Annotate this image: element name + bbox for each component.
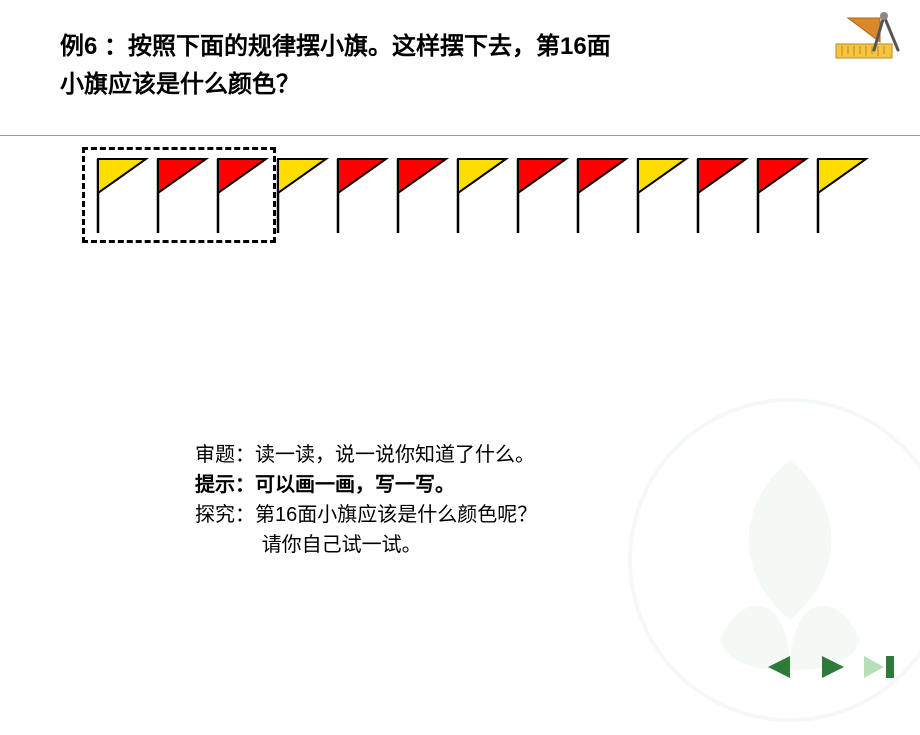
question-title: 例6 ：按照下面的规律摆小旗。这样摆下去，第16面 小旗应该是什么颜色？ xyxy=(0,0,920,105)
example-number: 例6 ： xyxy=(60,33,128,60)
nav-last-icon[interactable] xyxy=(858,654,900,680)
explore-label: 探究： xyxy=(195,504,255,526)
flag-item xyxy=(330,155,390,235)
review-label: 审题： xyxy=(195,444,255,466)
try-text: 请你自己试一试。 xyxy=(262,534,422,556)
nav-next-icon[interactable] xyxy=(812,654,846,680)
flag-item xyxy=(270,155,330,235)
flag-item xyxy=(690,155,750,235)
explore-text: 第16面小旗应该是什么颜色呢？ xyxy=(255,504,537,526)
flag-item xyxy=(210,155,270,235)
flag-item xyxy=(570,155,630,235)
flag-item xyxy=(750,155,810,235)
flags-row xyxy=(90,155,870,235)
flag-item xyxy=(450,155,510,235)
nav-prev-icon[interactable] xyxy=(766,654,800,680)
horizontal-rule xyxy=(0,135,920,136)
indent xyxy=(195,534,262,556)
flag-item xyxy=(630,155,690,235)
title-line1: 按照下面的规律摆小旗。这样摆下去，第16面 xyxy=(128,33,611,60)
flag-item xyxy=(510,155,570,235)
hint-text: 可以画一画，写一写。 xyxy=(255,474,455,496)
guidance-text: 审题：读一读，说一说你知道了什么。 提示：可以画一画，写一写。 探究：第16面小… xyxy=(195,440,537,560)
flag-item xyxy=(150,155,210,235)
hint-label: 提示： xyxy=(195,474,255,496)
nav-arrows xyxy=(766,654,900,680)
review-text: 读一读，说一说你知道了什么。 xyxy=(255,444,535,466)
flag-item xyxy=(390,155,450,235)
geometry-tools-icon xyxy=(830,10,910,70)
title-line2: 小旗应该是什么颜色？ xyxy=(60,71,300,98)
flag-item xyxy=(810,155,870,235)
flag-item xyxy=(90,155,150,235)
